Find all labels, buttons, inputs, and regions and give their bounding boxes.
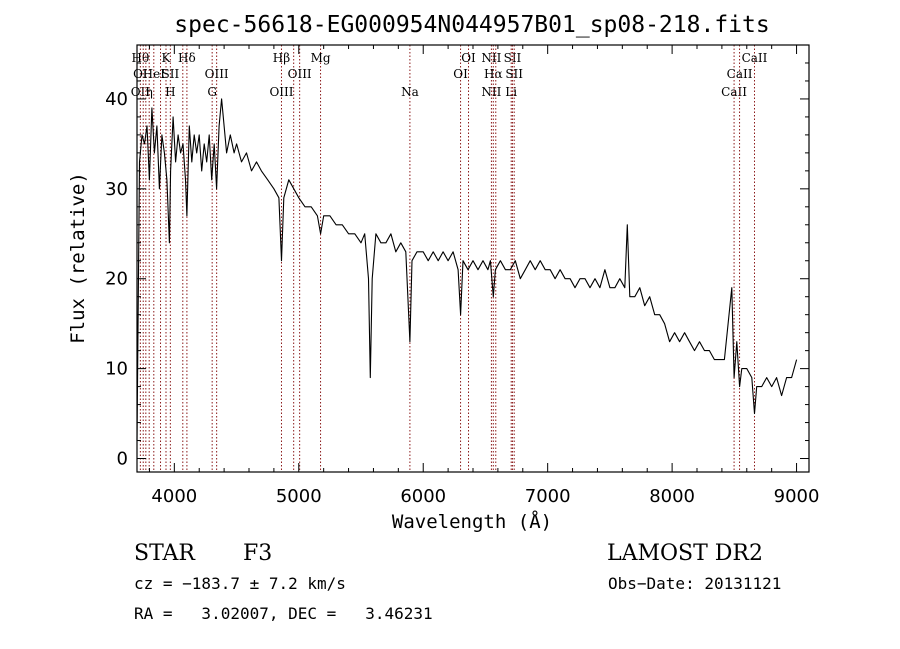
- y-tick-label: 10: [105, 359, 128, 380]
- line-label: HeI: [143, 67, 166, 81]
- line-label: CaII: [727, 67, 753, 81]
- y-tick-label: 20: [105, 269, 128, 290]
- x-tick-label: 9000: [774, 486, 820, 507]
- x-tick-label: 8000: [649, 486, 695, 507]
- chart-title: spec-56618-EG000954N044957B01_sp08-218.f…: [174, 12, 769, 38]
- x-tick-label: 7000: [525, 486, 571, 507]
- y-axis-ticks: 0 10 20 30 40: [105, 62, 809, 470]
- ra-dec: RA = 3.02007, DEC = 3.46231: [134, 604, 433, 623]
- x-axis-ticks: 4000 5000 6000 7000 8000 9000: [148, 45, 820, 507]
- obs-date: Obs−Date: 20131121: [608, 574, 781, 593]
- line-label: NII: [481, 85, 501, 99]
- line-label: Li: [505, 85, 517, 99]
- object-class: STAR: [134, 541, 196, 566]
- x-tick-label: 6000: [400, 486, 446, 507]
- line-label: CaII: [742, 51, 768, 65]
- y-tick-label: 40: [105, 89, 128, 110]
- line-label: G: [207, 85, 217, 99]
- line-label: Hδ: [178, 51, 196, 65]
- y-axis-label: Flux (relative): [67, 172, 89, 344]
- spectrum-line: [136, 98, 798, 441]
- redshift-cz: cz = −183.7 ± 7.2 km/s: [134, 574, 346, 593]
- x-tick-label: 5000: [276, 486, 322, 507]
- line-label: H: [165, 85, 175, 99]
- line-label: OI: [453, 67, 468, 81]
- line-label: CaII: [721, 85, 747, 99]
- x-axis-label: Wavelength (Å): [392, 510, 552, 533]
- x-tick-label: 4000: [151, 486, 197, 507]
- line-label: Hβ: [273, 51, 290, 65]
- object-subclass: F3: [243, 541, 272, 566]
- line-label: OI: [461, 51, 476, 65]
- line-label: OIII: [288, 67, 312, 81]
- plot-frame: [136, 44, 810, 473]
- y-tick-label: 30: [105, 179, 128, 200]
- line-label: K: [162, 51, 172, 65]
- line-label: SII: [505, 67, 523, 81]
- line-label: NII: [481, 51, 501, 65]
- spectrum-series: [136, 98, 798, 441]
- line-label: Na: [401, 85, 419, 99]
- line-label: OIII: [269, 85, 293, 99]
- line-label: SII: [161, 67, 179, 81]
- line-label: Hα: [484, 67, 503, 81]
- line-label: η: [146, 85, 153, 99]
- survey-name: LAMOST DR2: [607, 541, 763, 566]
- line-label: Hθ: [132, 51, 150, 65]
- y-tick-label: 0: [117, 449, 128, 470]
- line-label: SII: [504, 51, 522, 65]
- line-label: Mg: [311, 51, 331, 65]
- line-label: OIII: [205, 67, 229, 81]
- spectral-line-markers: HθOIOIIηHeIKSIIHHδGOIIIHβOIIIOIIIMgNaOIO…: [131, 45, 768, 472]
